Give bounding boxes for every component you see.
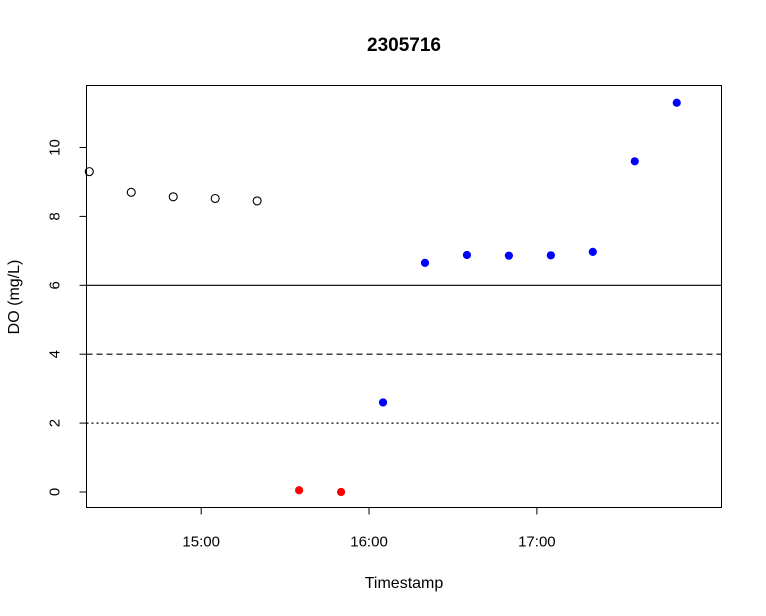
- y-tick-label: 4: [47, 350, 64, 358]
- y-tick-label: 8: [47, 212, 64, 220]
- x-axis: 15:00 16:00 17:00: [182, 507, 556, 551]
- data-point: [252, 196, 262, 206]
- x-tick-label: 15:00: [182, 534, 220, 551]
- y-axis-label: DO (mg/L): [6, 260, 23, 335]
- data-points: [84, 98, 681, 497]
- data-point: [672, 98, 681, 107]
- data-point: [504, 251, 514, 260]
- reference-lines: [86, 284, 722, 424]
- data-point: [210, 193, 220, 204]
- data-point: [168, 192, 178, 202]
- chart-title: 2305716: [367, 35, 441, 56]
- data-point: [462, 250, 472, 260]
- y-tick-label: 2: [47, 419, 64, 427]
- y-tick-label: 6: [47, 281, 64, 289]
- data-point: [546, 251, 555, 260]
- data-point: [630, 157, 639, 166]
- x-tick-label: 17:00: [518, 534, 556, 551]
- data-point: [84, 167, 94, 177]
- y-tick-label: 10: [47, 139, 64, 156]
- x-axis-label: Timestamp: [365, 575, 444, 592]
- y-axis: 0 2 4 6 8 10: [47, 139, 87, 496]
- y-tick-label: 0: [47, 488, 64, 496]
- plot-frame: [86, 85, 722, 508]
- data-point: [378, 398, 388, 407]
- data-point: [336, 487, 346, 497]
- data-point: [294, 486, 304, 495]
- data-point: [588, 247, 597, 256]
- data-point: [126, 187, 136, 197]
- x-tick-label: 16:00: [350, 534, 388, 551]
- data-point: [420, 258, 430, 268]
